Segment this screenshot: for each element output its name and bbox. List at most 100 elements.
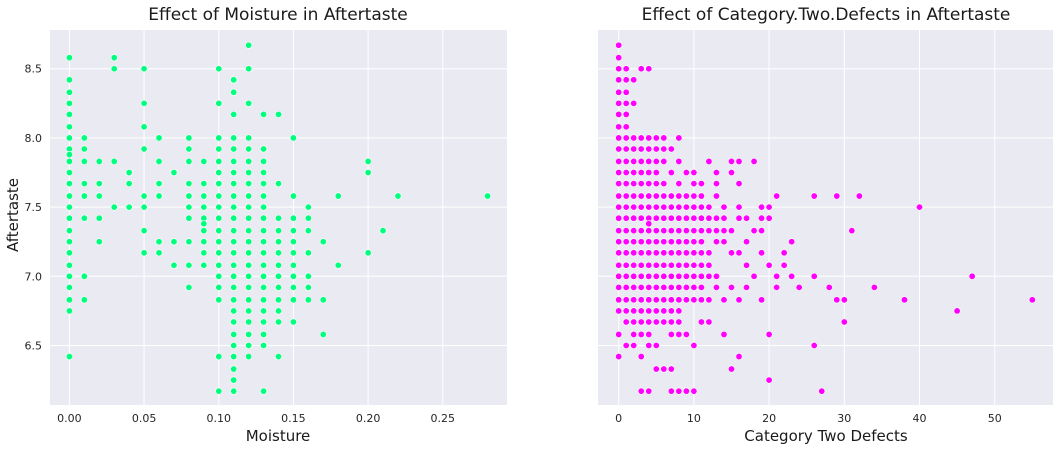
data-point (622, 261, 630, 269)
data-point (690, 341, 698, 349)
data-point (230, 341, 238, 349)
data-point (615, 65, 623, 73)
data-point (274, 110, 282, 118)
data-point (230, 169, 238, 177)
data-point (637, 272, 645, 280)
data-point (615, 296, 623, 304)
data-point (215, 296, 223, 304)
data-point (630, 238, 638, 246)
data-point (110, 65, 118, 73)
data-point (65, 353, 73, 361)
data-point (65, 169, 73, 177)
data-point (667, 307, 675, 315)
data-point (758, 249, 766, 257)
data-point (720, 330, 728, 338)
data-point (690, 169, 698, 177)
data-point (630, 76, 638, 84)
data-point (65, 227, 73, 235)
data-point (140, 123, 148, 131)
data-point (230, 330, 238, 338)
data-point (675, 180, 683, 188)
data-point (260, 180, 268, 188)
data-point (675, 330, 683, 338)
data-point (230, 214, 238, 222)
data-point (630, 341, 638, 349)
data-point (622, 88, 630, 96)
data-point (645, 157, 653, 165)
data-point (735, 203, 743, 211)
data-point (690, 249, 698, 257)
data-point (712, 192, 720, 200)
data-point (652, 341, 660, 349)
data-point (230, 376, 238, 384)
data-point (622, 180, 630, 188)
data-point (260, 238, 268, 246)
data-point (260, 110, 268, 118)
data-point (645, 134, 653, 142)
data-point (968, 272, 976, 280)
data-point (637, 227, 645, 235)
data-point (645, 261, 653, 269)
data-point (615, 110, 623, 118)
data-point (260, 296, 268, 304)
data-point (758, 296, 766, 304)
defects-points (615, 41, 1036, 395)
y-tick-label: 8.5 (25, 63, 43, 76)
data-point (245, 214, 253, 222)
data-point (735, 249, 743, 257)
data-point (712, 238, 720, 246)
data-point (260, 272, 268, 280)
y-tick-label: 6.5 (25, 339, 43, 352)
data-point (667, 330, 675, 338)
data-point (682, 192, 690, 200)
data-point (667, 272, 675, 280)
data-point (65, 238, 73, 246)
data-point (200, 157, 208, 165)
data-point (667, 387, 675, 395)
data-point (245, 330, 253, 338)
data-point (675, 272, 683, 280)
data-point (697, 180, 705, 188)
data-point (667, 365, 675, 373)
data-point (630, 203, 638, 211)
data-point (630, 261, 638, 269)
data-point (705, 249, 713, 257)
data-point (155, 238, 163, 246)
data-point (727, 157, 735, 165)
data-point (758, 203, 766, 211)
data-point (645, 330, 653, 338)
data-point (675, 318, 683, 326)
data-point (95, 180, 103, 188)
data-point (319, 330, 327, 338)
data-point (622, 341, 630, 349)
data-point (660, 296, 668, 304)
data-point (630, 99, 638, 107)
data-point (690, 203, 698, 211)
data-point (630, 296, 638, 304)
data-point (484, 192, 492, 200)
data-point (65, 249, 73, 257)
data-point (690, 296, 698, 304)
data-point (304, 283, 312, 291)
data-point (622, 203, 630, 211)
data-point (645, 145, 653, 153)
data-point (645, 65, 653, 73)
data-point (125, 169, 133, 177)
data-point (289, 214, 297, 222)
data-point (65, 99, 73, 107)
data-point (615, 249, 623, 257)
data-point (155, 134, 163, 142)
data-point (304, 296, 312, 304)
data-point (705, 296, 713, 304)
data-point (667, 283, 675, 291)
data-point (215, 238, 223, 246)
data-point (394, 192, 402, 200)
data-point (652, 192, 660, 200)
data-point (245, 341, 253, 349)
data-point (705, 272, 713, 280)
data-point (637, 157, 645, 165)
data-point (245, 353, 253, 361)
data-point (304, 214, 312, 222)
data-point (65, 134, 73, 142)
data-point (615, 41, 623, 49)
